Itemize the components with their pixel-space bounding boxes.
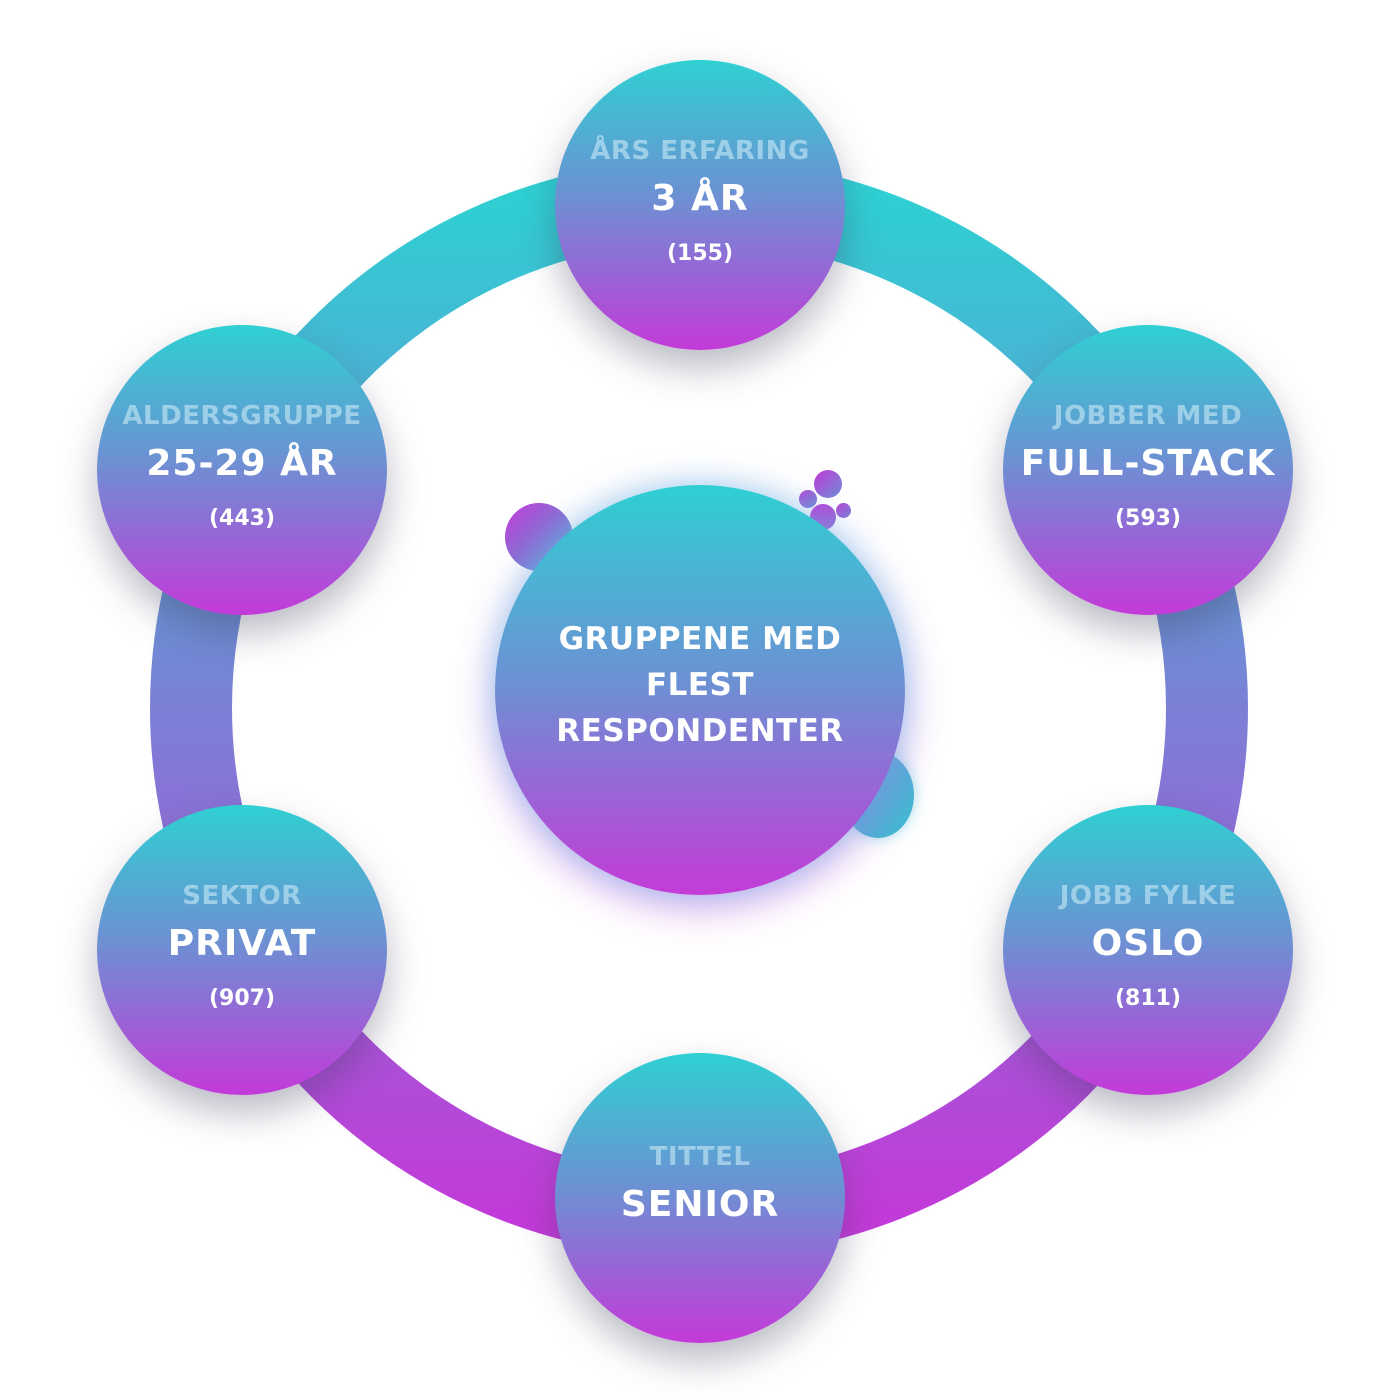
- node-category: ÅRS ERFARING: [590, 136, 810, 166]
- node-county: JOBB FYLKE OSLO (811): [1003, 805, 1293, 1095]
- node-value: SENIOR: [620, 1183, 780, 1225]
- node-category: ALDERSGRUPPE: [122, 401, 362, 431]
- center-circle: GRUPPENE MED FLEST RESPONDENTER: [495, 485, 905, 895]
- node-value: PRIVAT: [167, 923, 317, 964]
- node-value: 25-29 ÅR: [146, 443, 338, 484]
- decor-dot-1: [814, 470, 842, 498]
- node-count: (811): [1114, 986, 1182, 1011]
- node-category: JOBB FYLKE: [1059, 881, 1237, 911]
- node-sector: SEKTOR PRIVAT (907): [97, 805, 387, 1095]
- node-count: (443): [208, 506, 276, 531]
- decor-dot-2: [799, 490, 817, 508]
- decor-dot-4: [836, 503, 851, 518]
- node-title: TITTEL SENIOR: [555, 1053, 845, 1343]
- node-count: (155): [666, 241, 734, 266]
- node-category: SEKTOR: [182, 881, 302, 911]
- node-category: TITTEL: [649, 1141, 751, 1172]
- node-works-with: JOBBER MED FULL-STACK (593): [1003, 325, 1293, 615]
- node-age-group: ALDERSGRUPPE 25-29 ÅR (443): [97, 325, 387, 615]
- node-experience: ÅRS ERFARING 3 ÅR (155): [555, 60, 845, 350]
- node-count: (593): [1114, 506, 1182, 531]
- node-value: 3 ÅR: [651, 178, 749, 219]
- node-count: (907): [208, 986, 276, 1011]
- node-value: OSLO: [1091, 923, 1205, 964]
- node-category: JOBBER MED: [1053, 401, 1243, 431]
- center-title: GRUPPENE MED FLEST RESPONDENTER: [556, 621, 844, 749]
- node-value: FULL-STACK: [1020, 443, 1276, 484]
